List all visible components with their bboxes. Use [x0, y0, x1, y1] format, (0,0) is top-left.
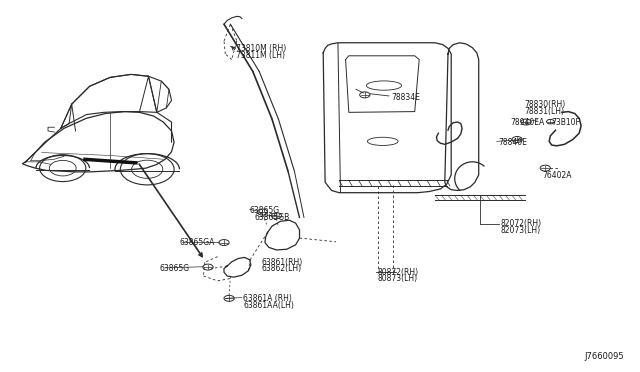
Text: 80872(RH): 80872(RH): [378, 268, 419, 277]
Text: 73810M (RH): 73810M (RH): [236, 44, 286, 53]
Text: 76402A: 76402A: [543, 171, 572, 180]
Text: 78831(LH): 78831(LH): [525, 107, 564, 116]
Text: J7660095: J7660095: [584, 352, 624, 361]
Text: 80873(LH): 80873(LH): [378, 275, 418, 283]
Text: 78834E: 78834E: [392, 93, 420, 102]
Text: 82072(RH): 82072(RH): [500, 219, 541, 228]
Text: 63861A (RH): 63861A (RH): [243, 294, 292, 303]
Text: 78840E: 78840E: [498, 138, 527, 147]
Text: 63862(LH): 63862(LH): [261, 264, 301, 273]
Text: 63861(RH): 63861(RH): [261, 258, 302, 267]
Text: 63865G: 63865G: [250, 206, 280, 215]
Text: 78940EA: 78940EA: [511, 118, 545, 126]
Text: 63865G: 63865G: [160, 264, 190, 273]
Text: 63865GA: 63865GA: [179, 238, 214, 247]
Text: 63865GB: 63865GB: [255, 213, 290, 222]
Text: 73811M (LH): 73811M (LH): [236, 51, 285, 60]
Text: 82073(LH): 82073(LH): [500, 226, 541, 235]
Text: 73B10F: 73B10F: [552, 118, 580, 126]
Text: 78830(RH): 78830(RH): [525, 100, 566, 109]
Text: 63861AA(LH): 63861AA(LH): [243, 301, 294, 310]
